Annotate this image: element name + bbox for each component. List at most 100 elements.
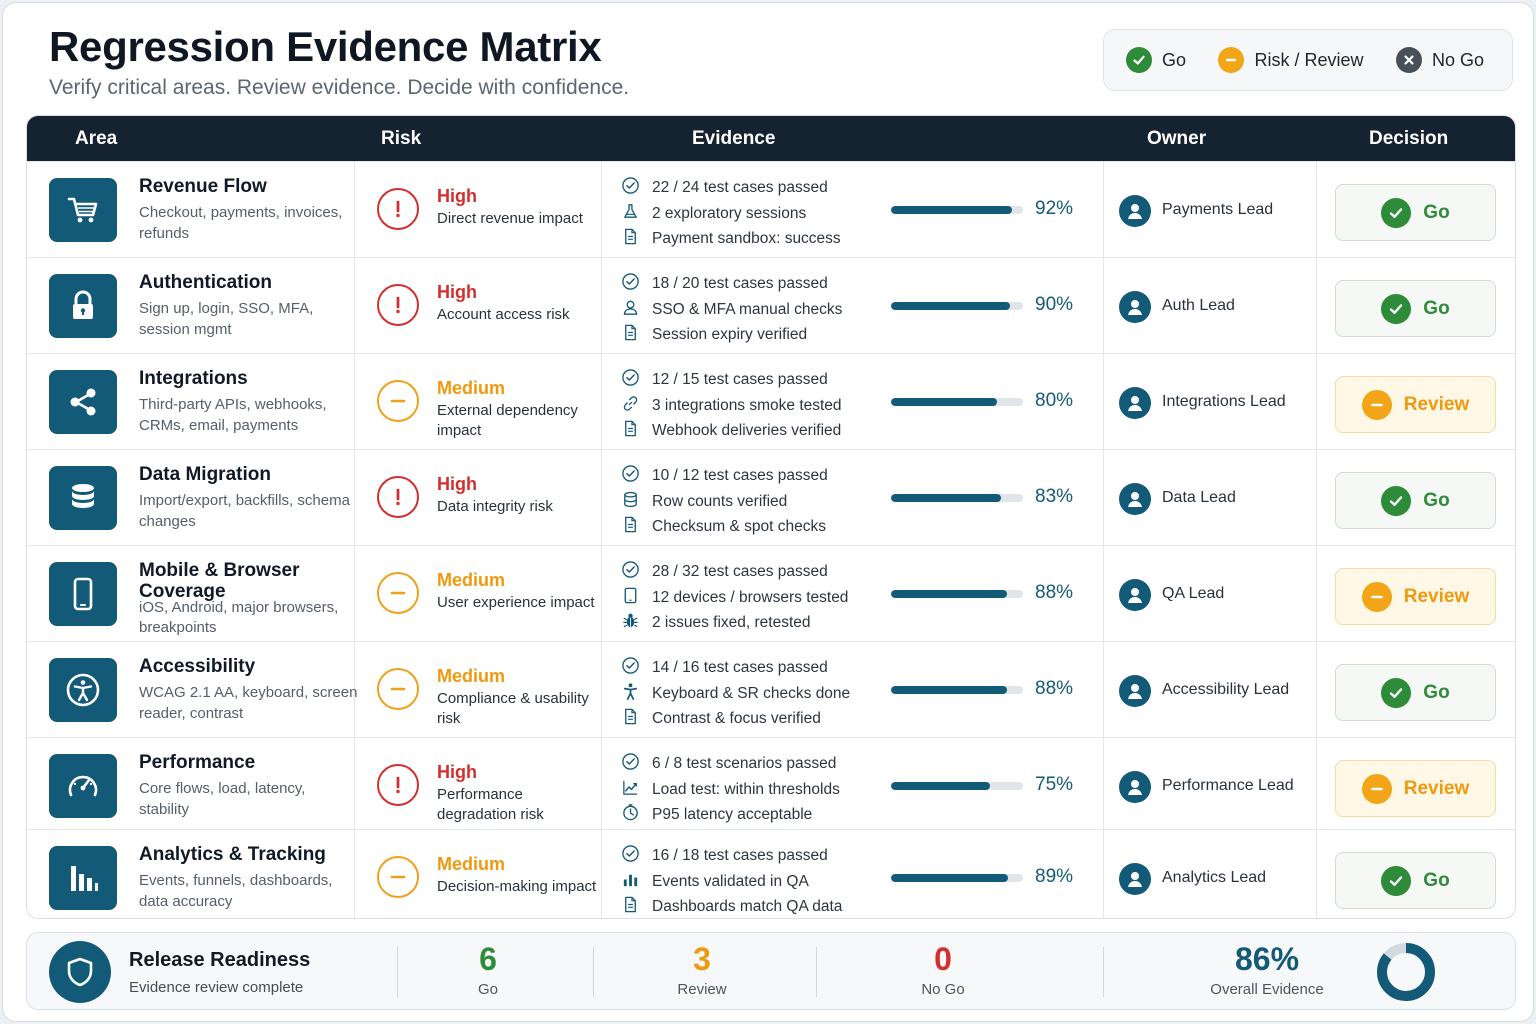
overall-donut-chart <box>1377 943 1435 1001</box>
decision-button[interactable]: Go <box>1335 664 1496 721</box>
evidence-item: 16 / 18 test cases passed <box>621 844 828 868</box>
evidence-text: 2 exploratory sessions <box>652 205 807 222</box>
evidence-progress-bar <box>891 590 1023 598</box>
area-name: Mobile & Browser Coverage <box>139 560 300 602</box>
evidence-text: 3 integrations smoke tested <box>652 397 842 414</box>
tablet-icon <box>621 586 640 610</box>
evidence-percent: 89% <box>1035 866 1074 887</box>
risk-description: Compliance & usability risk <box>437 690 589 727</box>
legend-review: Risk / Review <box>1218 47 1364 73</box>
bar-chart-icon <box>49 846 117 910</box>
go-count-label: Go <box>477 981 498 998</box>
check-icon <box>1381 865 1412 896</box>
check-icon <box>1381 677 1412 708</box>
decision-button[interactable]: Review <box>1335 568 1496 625</box>
gauge-icon <box>49 754 117 818</box>
check-circle-icon <box>621 368 640 392</box>
evidence-percent: 92% <box>1035 198 1074 219</box>
user-avatar-icon <box>1119 579 1151 611</box>
decision-button[interactable]: Review <box>1335 376 1496 433</box>
decision-button[interactable]: Go <box>1335 280 1496 337</box>
evidence-text: Keyboard & SR checks done <box>652 685 851 702</box>
evidence-text: Payment sandbox: success <box>652 230 841 247</box>
area-description: Third-party APIs, webhooks, CRMs, email,… <box>139 396 327 434</box>
minus-circle-icon <box>377 856 419 898</box>
risk-level: Medium <box>437 666 506 686</box>
area-name: Data Migration <box>139 464 271 485</box>
document-icon <box>621 227 640 251</box>
decision-label: Go <box>1423 681 1450 703</box>
evidence-progress-bar <box>891 398 1023 406</box>
minus-icon <box>1361 581 1392 612</box>
evidence-table: Area Risk Evidence Owner Decision Revenu… <box>26 115 1516 919</box>
evidence-item: Dashboards match QA data <box>621 895 843 918</box>
column-header-owner: Owner <box>1147 128 1207 149</box>
risk-description: Direct revenue impact <box>437 210 583 227</box>
evidence-text: Dashboards match QA data <box>652 898 843 915</box>
go-count-stat: 6 Go <box>418 941 558 998</box>
decision-button[interactable]: Review <box>1335 760 1496 817</box>
owner-name: Data Lead <box>1162 489 1236 506</box>
evidence-percent: 88% <box>1035 582 1074 603</box>
column-header-decision: Decision <box>1369 128 1449 149</box>
divider <box>397 947 398 997</box>
table-row: Data Migration Import/export, backfills, … <box>27 449 1515 545</box>
bar-chart-small-icon <box>621 870 640 894</box>
evidence-progress-fill <box>891 686 1008 694</box>
summary-title: Release Readiness <box>129 949 311 971</box>
decision-button[interactable]: Go <box>1335 472 1496 529</box>
decision-label: Review <box>1403 585 1470 607</box>
exclamation-icon <box>377 476 419 518</box>
evidence-item: Webhook deliveries verified <box>621 419 841 443</box>
user-avatar-icon <box>1119 291 1151 323</box>
evidence-item: 12 devices / browsers tested <box>621 586 848 610</box>
evidence-text: Events validated in QA <box>652 873 809 890</box>
area-description: WCAG 2.1 AA, keyboard, screen reader, co… <box>139 684 358 722</box>
legend-review-label: Risk / Review <box>1254 49 1364 70</box>
divider <box>816 947 817 997</box>
table-header: Area Risk Evidence Owner Decision <box>27 116 1515 161</box>
evidence-text: SSO & MFA manual checks <box>652 301 843 318</box>
evidence-item: 10 / 12 test cases passed <box>621 464 828 488</box>
accessibility-icon <box>49 658 117 722</box>
owner-name: Auth Lead <box>1162 297 1235 314</box>
evidence-item: Events validated in QA <box>621 870 809 894</box>
exclamation-icon <box>377 284 419 326</box>
evidence-text: Load test: within thresholds <box>652 781 840 798</box>
evidence-text: Row counts verified <box>652 493 788 510</box>
overall-label: Overall Evidence <box>1210 981 1324 998</box>
column-divider <box>354 161 355 918</box>
table-row: Performance Core flows, load, latency, st… <box>27 737 1515 833</box>
evidence-progress-bar <box>891 206 1023 214</box>
divider <box>593 947 594 997</box>
database-small-icon <box>621 490 640 514</box>
evidence-progress-bar <box>891 494 1023 502</box>
evidence-progress-fill <box>891 874 1009 882</box>
review-count-label: Review <box>677 981 727 998</box>
evidence-item: Checksum & spot checks <box>621 515 826 539</box>
document-icon <box>621 419 640 443</box>
check-circle-icon <box>621 464 640 488</box>
column-header-area: Area <box>75 128 118 149</box>
area-name: Authentication <box>139 272 272 293</box>
area-name: Integrations <box>139 368 248 389</box>
clock-icon <box>621 803 640 827</box>
minus-icon <box>1361 389 1392 420</box>
evidence-text: 22 / 24 test cases passed <box>652 179 828 196</box>
decision-label: Go <box>1423 201 1450 223</box>
summary-subtitle: Evidence review complete <box>129 979 304 996</box>
evidence-item: 2 issues fixed, retested <box>621 611 811 635</box>
evidence-text: 12 / 15 test cases passed <box>652 371 828 388</box>
evidence-item: 18 / 20 test cases passed <box>621 272 828 296</box>
decision-button[interactable]: Go <box>1335 852 1496 909</box>
risk-level: High <box>437 474 477 494</box>
risk-level: High <box>437 186 477 206</box>
evidence-item: Session expiry verified <box>621 323 807 347</box>
legend-go-label: Go <box>1162 49 1187 70</box>
evidence-text: P95 latency acceptable <box>652 806 813 823</box>
evidence-progress-fill <box>891 302 1010 310</box>
risk-level: High <box>437 762 477 782</box>
check-circle-icon <box>621 844 640 868</box>
decision-button[interactable]: Go <box>1335 184 1496 241</box>
column-divider <box>1103 161 1104 918</box>
